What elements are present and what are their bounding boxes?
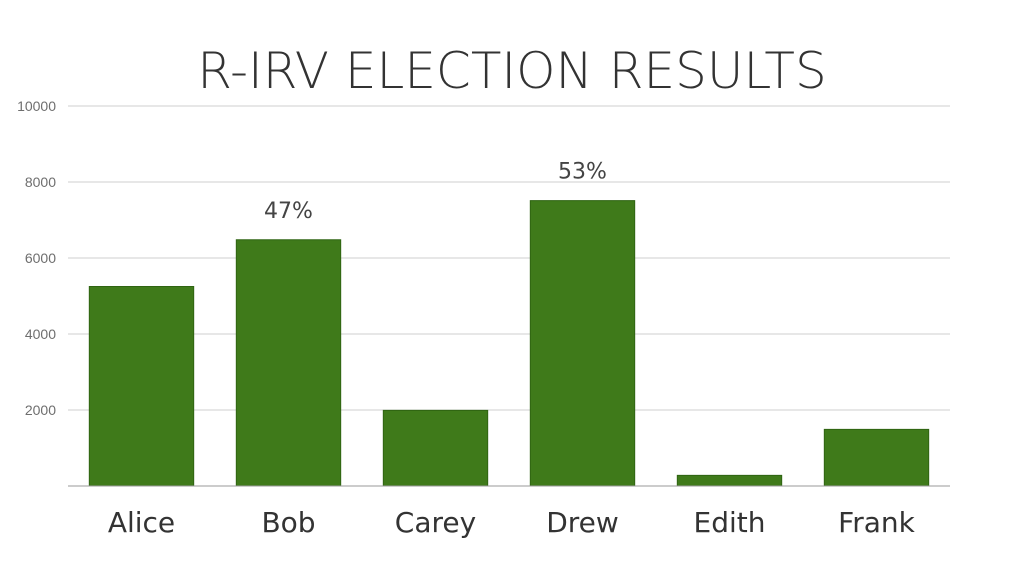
x-category-label: Edith (694, 506, 766, 539)
y-tick-label: 8000 (25, 174, 56, 190)
x-category-label: Alice (108, 506, 175, 539)
data-labels: 47% 53% (264, 160, 607, 224)
bar-drew (529, 200, 636, 487)
bar-edith (676, 474, 783, 487)
y-tick-label: 6000 (25, 250, 56, 266)
bar-carey (382, 409, 489, 487)
chart-title: R-IRV ELECTION RESULTS (197, 42, 826, 100)
gridlines (68, 105, 950, 411)
x-axis-categories: Alice Bob Carey Drew Edith Frank (108, 506, 916, 539)
data-label: 47% (264, 199, 313, 224)
bar-frank (823, 428, 930, 487)
bars (88, 200, 930, 487)
y-tick-label: 10000 (17, 98, 56, 114)
y-tick-label: 2000 (25, 402, 56, 418)
bar-alice (88, 286, 195, 487)
y-axis-ticks: 2000 4000 6000 8000 10000 (17, 98, 56, 418)
x-category-label: Carey (395, 506, 476, 539)
data-label: 53% (558, 160, 607, 185)
x-category-label: Bob (261, 506, 315, 539)
x-category-label: Drew (546, 506, 619, 539)
x-category-label: Frank (838, 506, 915, 539)
bar-bob (235, 239, 342, 487)
y-tick-label: 4000 (25, 326, 56, 342)
